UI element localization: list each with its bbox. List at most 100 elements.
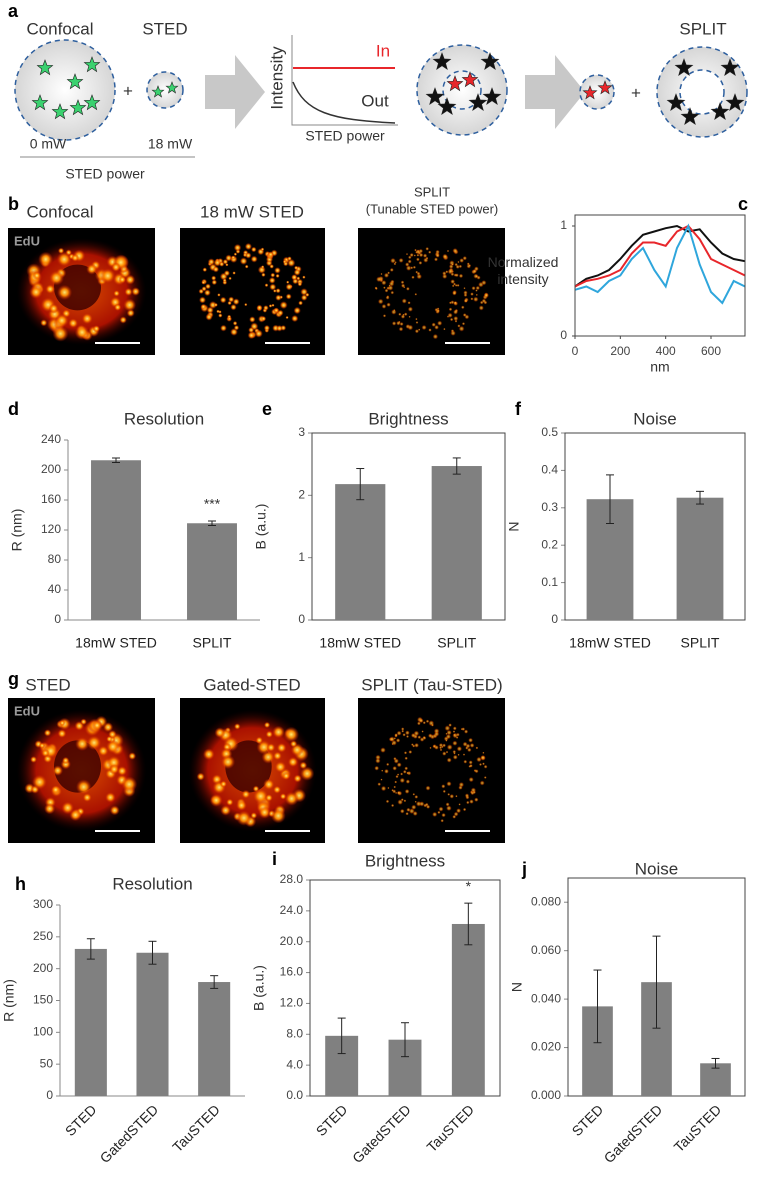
spot bbox=[48, 270, 65, 286]
y-tick-label: 40 bbox=[48, 582, 62, 596]
panel-label: f bbox=[515, 399, 522, 419]
bar bbox=[700, 1063, 731, 1096]
spot bbox=[293, 306, 301, 315]
spot bbox=[411, 804, 417, 810]
y-tick-label: 8.0 bbox=[286, 1026, 303, 1040]
y-axis-label: Normalized bbox=[488, 254, 559, 270]
images-g: STED Gated-STED SPLIT (Tau-STED) bbox=[25, 675, 502, 694]
y-tick-label: 120 bbox=[41, 522, 61, 536]
spot bbox=[220, 804, 232, 816]
spot bbox=[227, 316, 232, 321]
y-axis-label: B (a.u.) bbox=[251, 965, 267, 1011]
spot bbox=[247, 331, 256, 340]
spot bbox=[248, 327, 255, 333]
mixed-spot bbox=[416, 44, 508, 136]
spot bbox=[449, 301, 452, 305]
spot bbox=[234, 723, 241, 730]
spot bbox=[211, 279, 218, 286]
spot bbox=[456, 283, 460, 287]
spot bbox=[380, 778, 383, 781]
spot bbox=[265, 730, 274, 739]
spot bbox=[449, 317, 454, 322]
image-title: Confocal bbox=[26, 202, 93, 221]
star bbox=[680, 107, 700, 125]
split-hole bbox=[679, 69, 725, 115]
spot bbox=[233, 325, 240, 331]
star bbox=[83, 94, 101, 111]
spot bbox=[266, 743, 276, 752]
spot bbox=[260, 247, 265, 252]
spot bbox=[385, 295, 390, 300]
spot bbox=[418, 328, 421, 331]
error-bar bbox=[464, 902, 473, 946]
power-axis-label: STED power bbox=[65, 166, 145, 182]
spot bbox=[297, 281, 303, 287]
star bbox=[165, 81, 179, 94]
image-title: STED bbox=[25, 675, 70, 694]
spot bbox=[40, 319, 48, 327]
error-bar bbox=[148, 940, 157, 965]
spot bbox=[414, 293, 418, 296]
panel-label: e bbox=[262, 399, 272, 419]
spot bbox=[434, 257, 438, 262]
y-tick-label: 0.5 bbox=[541, 425, 558, 439]
star bbox=[710, 102, 730, 120]
spot bbox=[382, 314, 387, 318]
spot bbox=[228, 276, 232, 281]
spot bbox=[217, 293, 221, 297]
spot bbox=[61, 756, 70, 765]
spot bbox=[225, 263, 229, 267]
line-series bbox=[574, 224, 746, 288]
spot bbox=[401, 727, 405, 731]
spot bbox=[453, 309, 459, 315]
spot bbox=[199, 296, 206, 304]
panel-label: c bbox=[738, 194, 748, 214]
spot bbox=[275, 273, 280, 278]
spot bbox=[457, 260, 460, 264]
bar bbox=[136, 952, 169, 1096]
spot bbox=[412, 793, 416, 796]
spot bbox=[399, 322, 404, 326]
spot bbox=[483, 776, 487, 779]
spot bbox=[408, 750, 413, 754]
x-tick-label: 18mW STED bbox=[319, 635, 401, 651]
spot bbox=[255, 736, 264, 745]
x-tick-label: TauSTED bbox=[423, 1101, 477, 1155]
y-tick-label: 0 bbox=[551, 612, 558, 626]
panel-label: d bbox=[8, 399, 19, 419]
spot bbox=[390, 257, 396, 264]
y-tick-label: 100 bbox=[33, 1025, 53, 1039]
spot bbox=[391, 321, 397, 326]
stain-label: EdU bbox=[14, 703, 40, 718]
spot bbox=[109, 764, 120, 775]
spot bbox=[483, 764, 488, 769]
spot bbox=[461, 305, 465, 310]
x-tick-label: STED bbox=[569, 1101, 607, 1139]
spot bbox=[209, 793, 223, 807]
spot bbox=[118, 275, 127, 284]
spot bbox=[425, 785, 431, 791]
plot-y-label: Intensity bbox=[267, 46, 286, 110]
spot bbox=[460, 727, 464, 731]
error-bar bbox=[711, 1057, 720, 1069]
spot bbox=[425, 247, 430, 251]
spot bbox=[287, 756, 299, 768]
spot bbox=[415, 249, 421, 255]
spot bbox=[400, 808, 405, 814]
spot bbox=[111, 262, 121, 273]
spot bbox=[298, 300, 303, 306]
spot bbox=[474, 797, 479, 802]
spot bbox=[74, 325, 90, 340]
spot bbox=[479, 780, 485, 786]
spot bbox=[472, 790, 477, 795]
spot bbox=[264, 283, 269, 288]
spot bbox=[29, 285, 43, 299]
spot bbox=[48, 303, 59, 314]
spot bbox=[256, 304, 263, 311]
y-tick-label: 0.060 bbox=[531, 943, 561, 957]
spot bbox=[434, 324, 439, 330]
spot bbox=[261, 265, 265, 269]
error-bar bbox=[452, 457, 461, 475]
significance: *** bbox=[204, 496, 221, 512]
spot bbox=[273, 289, 277, 293]
